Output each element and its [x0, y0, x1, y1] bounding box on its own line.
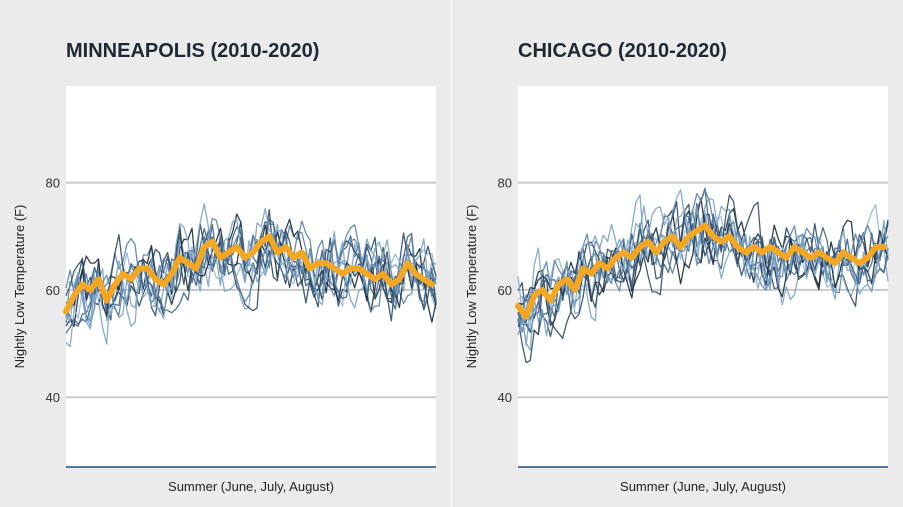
y-tick-label: 40 [46, 390, 60, 405]
x-axis-label: Summer (June, July, August) [620, 479, 786, 494]
x-axis-label: Summer (June, July, August) [168, 479, 334, 494]
y-tick-label: 60 [498, 283, 512, 298]
chart-title: CHICAGO (2010-2020) [518, 40, 727, 62]
y-tick-label: 80 [498, 176, 512, 191]
series-line [65, 203, 437, 345]
y-tick-label: 80 [46, 176, 60, 191]
chart-panel-minneapolis: MINNEAPOLIS (2010-2020) 40 60 80 Summer (Ju… [0, 0, 451, 507]
chart-chicago: 40 60 80 Summer (June, July, August) Nightly… [464, 86, 889, 494]
y-tick-label: 60 [46, 283, 60, 298]
chart-minneapolis: 40 60 80 Summer (June, July, August) Nightly… [12, 86, 437, 494]
y-tick-label: 40 [498, 390, 512, 405]
y-axis-label: Nightly Low Temperature (F) [12, 205, 27, 369]
y-axis-label: Nightly Low Temperature (F) [464, 205, 479, 369]
mean-line [515, 222, 887, 320]
series-line [517, 205, 889, 351]
panel-divider [451, 0, 452, 507]
chart-panel-chicago: CHICAGO (2010-2020) 40 60 80 Summer (June, … [452, 0, 903, 507]
series-line [65, 223, 437, 348]
series-line [65, 224, 437, 318]
series-line [65, 208, 437, 323]
chart-title: MINNEAPOLIS (2010-2020) [66, 40, 320, 62]
mean-line [63, 233, 435, 315]
